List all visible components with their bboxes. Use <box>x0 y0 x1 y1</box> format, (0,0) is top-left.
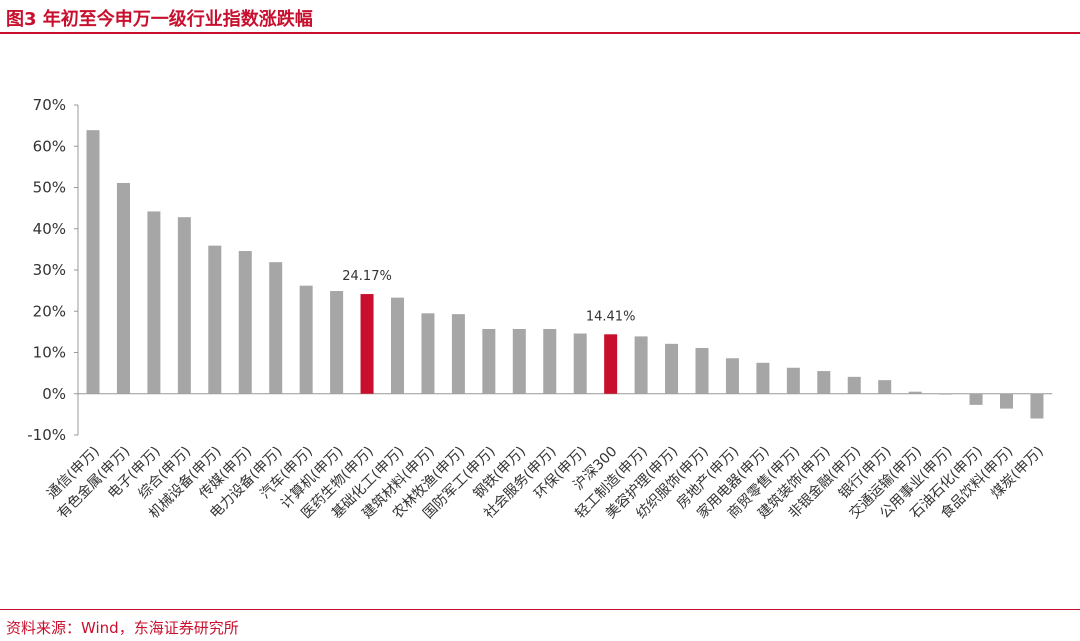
bar-5 <box>238 251 252 394</box>
bar-19 <box>665 343 679 394</box>
bar-2 <box>147 211 161 394</box>
y-tick-label: 30% <box>33 261 66 279</box>
bar-27 <box>908 391 922 394</box>
source-note: 资料来源：Wind，东海证券研究所 <box>6 619 239 637</box>
bar-0 <box>86 130 100 394</box>
y-tick-label: -10% <box>27 426 66 444</box>
bar-28 <box>939 393 953 395</box>
bar-10 <box>391 297 404 394</box>
y-tick-label: 10% <box>33 344 66 362</box>
bar-31 <box>1030 393 1044 419</box>
header-divider <box>0 32 1080 34</box>
bar-6 <box>269 262 283 394</box>
data-label: 24.17% <box>342 269 392 284</box>
header: 图3 年初至今申万一级行业指数涨跌幅 <box>0 0 1080 34</box>
bar-16 <box>573 333 587 394</box>
bar-12 <box>451 314 465 394</box>
y-tick-label: 70% <box>33 96 66 114</box>
figure-title: 图3 年初至今申万一级行业指数涨跌幅 <box>6 9 313 30</box>
bar-1 <box>116 182 130 394</box>
bar-20 <box>695 347 709 394</box>
bar-30 <box>1000 393 1013 409</box>
y-tick-label: 40% <box>33 220 66 238</box>
bar-14 <box>512 328 526 394</box>
y-tick-label: 20% <box>33 302 66 320</box>
bar-23 <box>786 367 800 394</box>
bar-17 <box>604 334 618 394</box>
footer-divider <box>0 609 1080 610</box>
bar-24 <box>817 371 831 394</box>
bar-13 <box>482 328 496 394</box>
bar-9 <box>360 294 374 394</box>
bar-26 <box>878 380 892 394</box>
bar-3 <box>177 217 191 394</box>
data-labels: 24.17% 14.41% <box>342 269 635 324</box>
bar-22 <box>756 362 770 394</box>
bar-25 <box>847 376 861 394</box>
y-tick-label: 0% <box>42 385 66 403</box>
bar-7 <box>299 285 313 394</box>
bars <box>86 130 1044 419</box>
y-tick-label: 60% <box>33 137 66 155</box>
bar-chart: 70% 60% 50% 40% 30% 20% 10% 0% -10% 24.17% 14.41%… <box>27 96 1053 522</box>
bar-21 <box>725 358 739 394</box>
category-labels: 通信(申万)有色金属(申万)电子(申万)综合(申万)机械设备(申万)传媒(申万)… <box>44 443 1047 522</box>
bar-29 <box>969 393 983 405</box>
bar-4 <box>208 245 222 394</box>
bar-11 <box>421 313 435 394</box>
data-label: 14.41% <box>586 309 636 324</box>
y-tick-label: 50% <box>33 179 66 197</box>
bar-15 <box>543 328 557 394</box>
bar-18 <box>634 336 648 394</box>
bar-8 <box>330 291 344 394</box>
